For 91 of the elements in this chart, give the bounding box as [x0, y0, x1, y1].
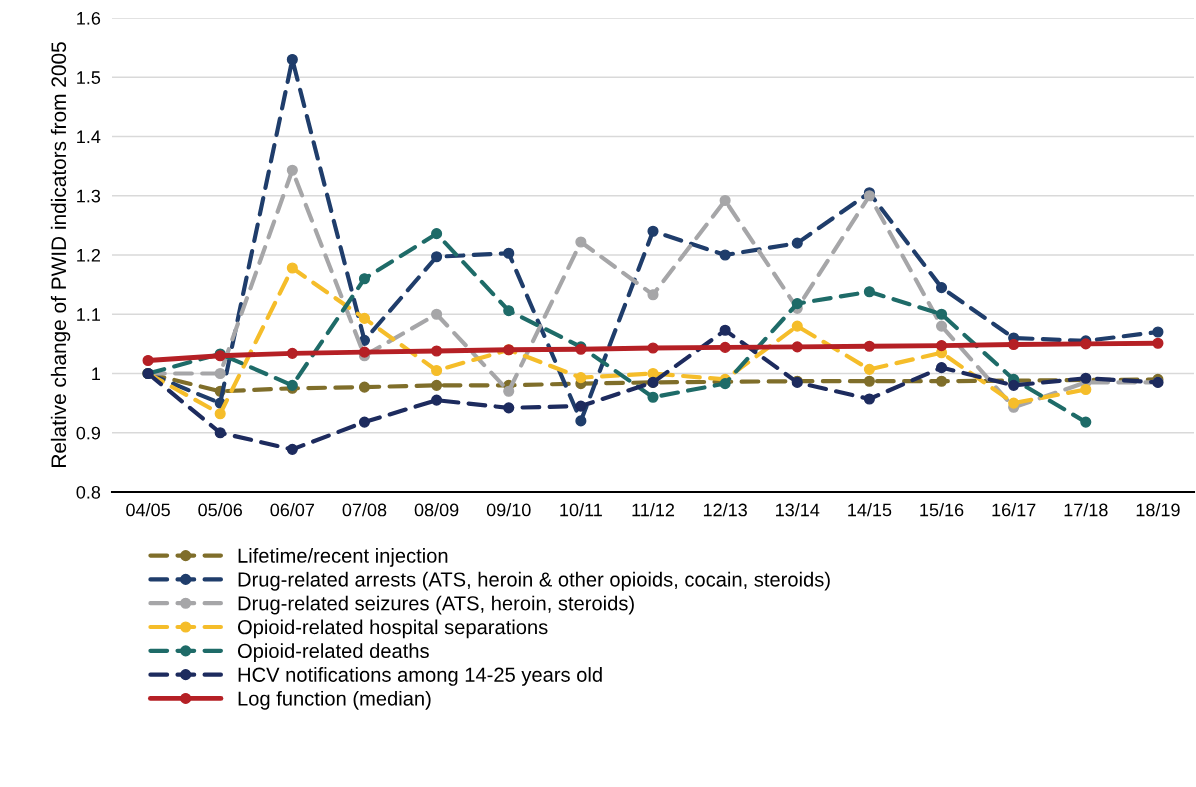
point	[286, 262, 298, 274]
point	[647, 391, 659, 403]
point	[647, 342, 659, 354]
point	[431, 364, 443, 377]
point	[1080, 383, 1092, 396]
x-tick-label: 12/13	[703, 503, 747, 517]
x-tick-label: 17/18	[1064, 503, 1108, 517]
x-tick-label: 16/17	[992, 503, 1036, 517]
point	[286, 443, 298, 455]
point	[719, 194, 731, 207]
y-tick-label: 1.2	[77, 248, 100, 262]
y-tick-label: 1.1	[77, 308, 101, 321]
x-tick-label: 18/19	[1136, 503, 1180, 517]
y-tick-label: 0.8	[76, 485, 101, 499]
point	[863, 286, 875, 298]
point	[286, 53, 298, 66]
point	[1008, 338, 1020, 351]
point	[935, 282, 948, 294]
x-tick-label: 06/07	[270, 503, 315, 517]
point	[358, 312, 371, 324]
point	[719, 324, 731, 336]
x-tick-label: 07/08	[342, 503, 387, 517]
point	[575, 236, 587, 248]
point	[358, 381, 371, 393]
y-tick-label: 1.4	[77, 130, 101, 144]
point	[647, 289, 659, 301]
point	[791, 320, 803, 332]
point	[431, 308, 443, 320]
x-tick-label: 09/10	[486, 503, 531, 517]
y-tick-label: 1.6	[77, 11, 101, 25]
x-tick-label: 04/05	[126, 503, 170, 517]
legend-label: Opioid-related deaths	[237, 643, 429, 663]
point	[358, 273, 371, 285]
point	[935, 340, 948, 352]
x-tick-label: 05/06	[198, 503, 242, 517]
point	[575, 400, 587, 412]
point	[575, 415, 587, 427]
point	[142, 354, 154, 367]
y-axis-title: Relative change of PWID indicators from 2005	[50, 42, 71, 467]
point	[935, 308, 948, 320]
point	[935, 375, 948, 387]
point	[358, 416, 371, 428]
point	[431, 379, 443, 391]
point	[1008, 379, 1020, 391]
x-tick-label: 11/12	[632, 503, 675, 517]
point	[503, 305, 515, 317]
point	[431, 394, 443, 406]
point	[791, 298, 803, 310]
point	[1008, 397, 1020, 409]
point	[719, 249, 731, 261]
legend-label: HCV notifications among 14-25 years old	[238, 667, 602, 686]
point	[214, 367, 226, 380]
x-tick-label: 14/15	[848, 503, 892, 517]
point	[431, 228, 443, 240]
point	[1080, 416, 1092, 428]
point	[863, 340, 875, 352]
point	[935, 362, 948, 374]
point	[647, 225, 659, 237]
x-tick-label: 13/14	[776, 503, 820, 517]
point	[214, 408, 226, 420]
point	[863, 375, 875, 387]
point	[719, 341, 731, 353]
point	[863, 393, 875, 405]
legend-label: Drug-related arrests (ATS, heroin & other opioids, cocain, steroids)	[238, 571, 830, 591]
y-tick-label: 0.9	[76, 426, 101, 440]
point	[1152, 337, 1164, 349]
point	[214, 427, 226, 439]
point	[503, 385, 515, 397]
y-tick-label: 1.3	[77, 189, 101, 203]
point	[935, 320, 948, 332]
point	[791, 237, 803, 249]
point	[286, 347, 298, 359]
x-tick-label: 15/16	[920, 503, 964, 517]
point	[431, 345, 443, 357]
legend-label: Lifetime/recent injection	[238, 548, 448, 567]
point	[1152, 326, 1164, 338]
legend-label: Drug-related seizures (ATS, heroin, steroids)	[238, 595, 634, 615]
point	[358, 346, 371, 358]
point	[286, 164, 298, 176]
legend-label: Log function (median)	[238, 690, 431, 710]
point	[503, 402, 515, 414]
x-tick-label: 10/11	[560, 503, 602, 517]
point	[791, 341, 803, 353]
point	[503, 247, 515, 259]
legend-label: Opioid-related hospital separations	[237, 619, 548, 639]
x-tick-label: 08/09	[414, 503, 459, 517]
point	[863, 363, 875, 375]
point	[575, 372, 587, 384]
point	[431, 251, 443, 263]
y-tick-label: 1.5	[77, 71, 101, 84]
y-tick-label: 1	[92, 367, 101, 381]
